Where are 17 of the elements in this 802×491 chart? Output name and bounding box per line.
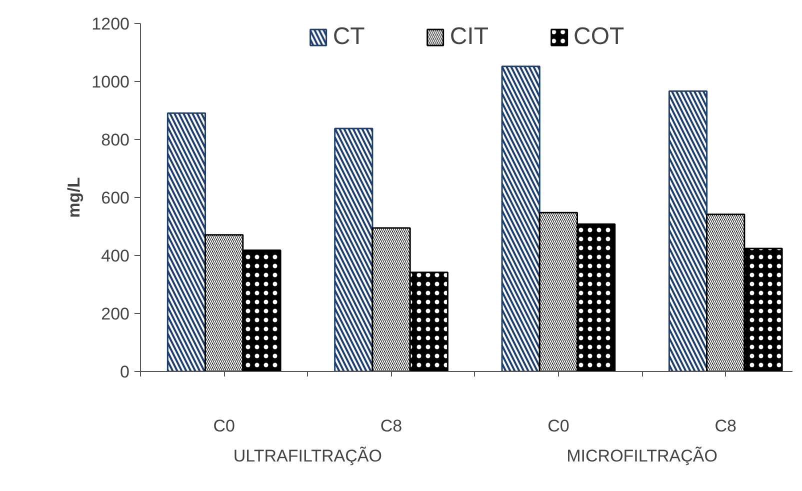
legend-label: CIT: [450, 23, 488, 51]
x-tick-label: C0: [548, 416, 570, 436]
y-tick-label: 1200: [92, 14, 130, 34]
text: ULTRAFILTRAÇÃO: [233, 446, 382, 466]
legend-label: COT: [574, 23, 624, 51]
x-tick-label: C8: [380, 416, 402, 436]
y-tick-label: 400: [101, 246, 130, 266]
y-tick-label: 200: [101, 304, 130, 324]
y-tick-label: 0: [120, 362, 130, 382]
text: MICROFILTRAÇÃO: [566, 446, 718, 466]
y-tick-label: 800: [101, 130, 130, 150]
y-tick-label: 1000: [92, 72, 130, 92]
legend-label: CT: [332, 23, 365, 51]
x-tick-label: C0: [213, 416, 235, 436]
y-tick-label: 600: [101, 188, 130, 208]
x-tick-label: C8: [714, 416, 736, 436]
y-axis-title: mg/L: [64, 177, 84, 218]
